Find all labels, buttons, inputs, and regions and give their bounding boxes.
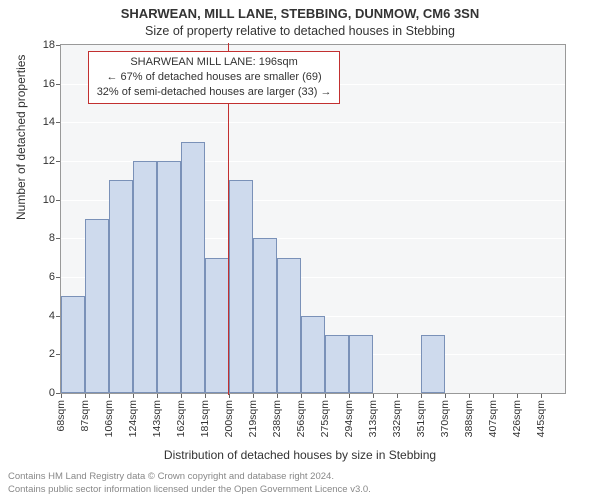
gridline <box>61 122 565 123</box>
footer-attribution: Contains HM Land Registry data © Crown c… <box>8 471 371 496</box>
histogram-bar <box>133 161 157 393</box>
ytick-label: 6 <box>25 271 55 283</box>
xtick-label: 181sqm <box>199 400 211 437</box>
xtick-label: 388sqm <box>463 400 475 437</box>
xtick-label: 426sqm <box>511 400 523 437</box>
ytick-mark <box>56 45 60 46</box>
xtick-mark <box>517 394 518 398</box>
chart-container: SHARWEAN, MILL LANE, STEBBING, DUNMOW, C… <box>0 0 600 500</box>
xtick-label: 407sqm <box>487 400 499 437</box>
histogram-bar <box>181 142 205 393</box>
ytick-label: 16 <box>25 78 55 90</box>
ytick-label: 4 <box>25 310 55 322</box>
histogram-bar <box>253 238 277 393</box>
ytick-label: 18 <box>25 39 55 51</box>
xtick-label: 256sqm <box>295 400 307 437</box>
xtick-label: 124sqm <box>127 400 139 437</box>
histogram-bar <box>205 258 229 393</box>
ytick-label: 14 <box>25 116 55 128</box>
ytick-label: 8 <box>25 232 55 244</box>
chart-title-2: Size of property relative to detached ho… <box>0 24 600 38</box>
xtick-label: 332sqm <box>391 400 403 437</box>
annotation-box: SHARWEAN MILL LANE: 196sqm ← 67% of deta… <box>88 51 341 104</box>
chart-title-1: SHARWEAN, MILL LANE, STEBBING, DUNMOW, C… <box>0 6 600 21</box>
xtick-mark <box>157 394 158 398</box>
xtick-label: 238sqm <box>271 400 283 437</box>
ytick-mark <box>56 354 60 355</box>
xtick-label: 162sqm <box>175 400 187 437</box>
xtick-label: 294sqm <box>343 400 355 437</box>
anno-line-1: SHARWEAN MILL LANE: 196sqm <box>97 55 332 70</box>
xtick-mark <box>229 394 230 398</box>
xtick-mark <box>85 394 86 398</box>
anno-line-3: 32% of semi-detached houses are larger (… <box>97 85 332 100</box>
xtick-mark <box>349 394 350 398</box>
xtick-mark <box>61 394 62 398</box>
ytick-label: 0 <box>25 387 55 399</box>
xtick-mark <box>181 394 182 398</box>
ytick-label: 10 <box>25 194 55 206</box>
xtick-label: 106sqm <box>103 400 115 437</box>
histogram-bar <box>85 219 109 393</box>
xtick-mark <box>325 394 326 398</box>
histogram-bar <box>301 316 325 393</box>
ytick-label: 2 <box>25 348 55 360</box>
xtick-mark <box>493 394 494 398</box>
ytick-mark <box>56 122 60 123</box>
xtick-mark <box>421 394 422 398</box>
xtick-mark <box>373 394 374 398</box>
ytick-mark <box>56 200 60 201</box>
xtick-label: 445sqm <box>535 400 547 437</box>
xtick-mark <box>253 394 254 398</box>
histogram-bar <box>325 335 349 393</box>
xtick-mark <box>541 394 542 398</box>
histogram-bar <box>229 180 253 393</box>
ytick-mark <box>56 316 60 317</box>
xtick-label: 87sqm <box>79 400 91 432</box>
ytick-mark <box>56 277 60 278</box>
histogram-bar <box>61 296 85 393</box>
ytick-label: 12 <box>25 155 55 167</box>
xtick-label: 143sqm <box>151 400 163 437</box>
plot-area: SHARWEAN MILL LANE: 196sqm ← 67% of deta… <box>60 44 566 394</box>
xtick-mark <box>469 394 470 398</box>
anno-line-2: ← 67% of detached houses are smaller (69… <box>97 70 332 85</box>
ytick-mark <box>56 238 60 239</box>
ytick-mark <box>56 84 60 85</box>
ytick-mark <box>56 161 60 162</box>
xtick-label: 351sqm <box>415 400 427 437</box>
xtick-mark <box>133 394 134 398</box>
xtick-label: 219sqm <box>247 400 259 437</box>
histogram-bar <box>277 258 301 393</box>
xtick-label: 275sqm <box>319 400 331 437</box>
xtick-mark <box>445 394 446 398</box>
footer-line-2: Contains public sector information licen… <box>8 484 371 496</box>
xtick-label: 370sqm <box>439 400 451 437</box>
histogram-bar <box>421 335 445 393</box>
xtick-mark <box>205 394 206 398</box>
xtick-mark <box>109 394 110 398</box>
histogram-bar <box>349 335 373 393</box>
histogram-bar <box>157 161 181 393</box>
xtick-mark <box>397 394 398 398</box>
xtick-mark <box>301 394 302 398</box>
xtick-label: 313sqm <box>367 400 379 437</box>
ytick-mark <box>56 393 60 394</box>
xtick-label: 68sqm <box>55 400 67 432</box>
xtick-label: 200sqm <box>223 400 235 437</box>
footer-line-1: Contains HM Land Registry data © Crown c… <box>8 471 371 483</box>
x-axis-label: Distribution of detached houses by size … <box>0 448 600 462</box>
xtick-mark <box>277 394 278 398</box>
histogram-bar <box>109 180 133 393</box>
